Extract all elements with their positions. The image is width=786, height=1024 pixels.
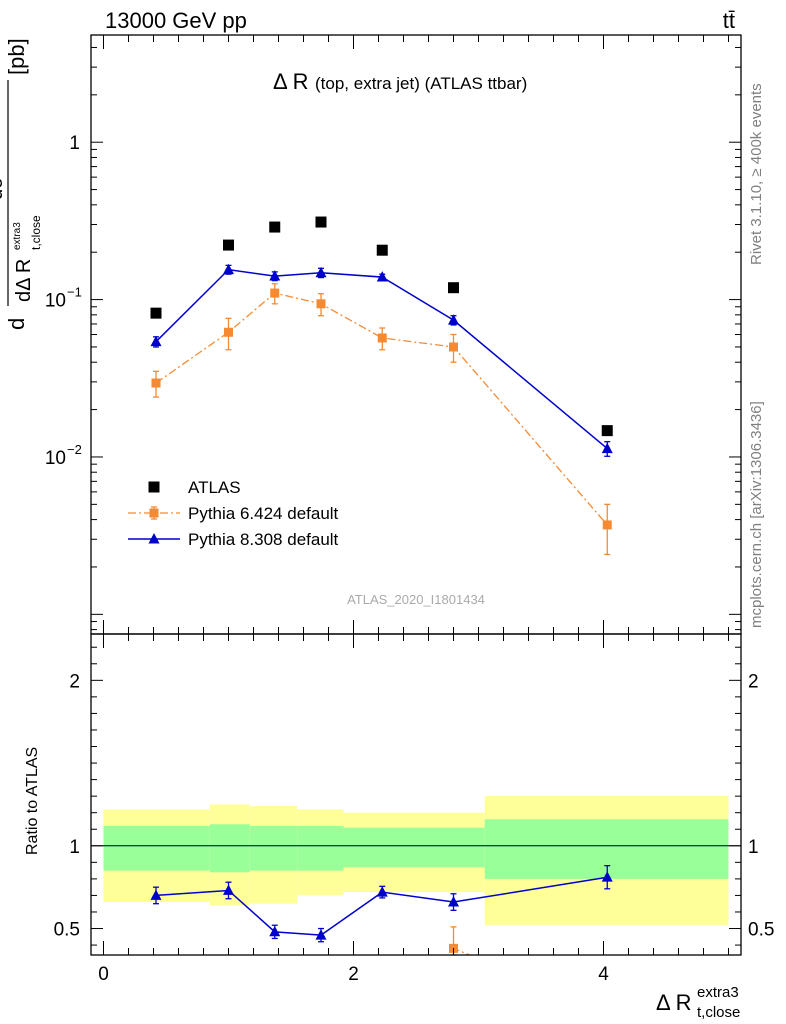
ratio-band-inner (343, 827, 485, 868)
pythia6-marker (316, 299, 326, 309)
ratio-ytick-label-right: 0.5 (748, 920, 774, 941)
ratio-ytick-label: 1 (69, 837, 80, 858)
pythia8-line (155, 268, 608, 450)
ratio-band-inner (249, 825, 298, 871)
ylabel-denominator: dΔ R (13, 259, 35, 302)
pythia8-marker (269, 270, 281, 281)
ratio-ytick-label: 0.5 (54, 920, 80, 941)
pythia8-ratio-marker (448, 896, 459, 907)
analysis-watermark: ATLAS_2020_I1801434 (347, 592, 485, 607)
ratio-plot-frame (90, 633, 742, 956)
xlabel-sub: t,close (697, 1004, 740, 1021)
ratio-ytick-label: 2 (69, 671, 80, 692)
main-ytick-exponent: −1 (67, 285, 82, 300)
pythia6-marker (224, 327, 233, 337)
ratio-ytick-label-right: 1 (748, 837, 759, 858)
ylabel-denominator-sub: t,close (29, 215, 43, 250)
ratio-band-inner (103, 825, 210, 871)
legend-label: ATLAS (188, 478, 241, 497)
pythia6-marker (270, 288, 280, 298)
atlas-marker (601, 425, 613, 437)
pythia8-marker (448, 314, 459, 325)
pythia8-marker (150, 335, 162, 347)
atlas-marker (223, 239, 234, 251)
atlas-marker (269, 221, 281, 233)
atlas-marker (448, 282, 459, 294)
legend-label: Pythia 8.308 default (188, 530, 339, 549)
legend-label: Pythia 6.424 default (188, 504, 339, 523)
ratio-ytick-label-right: 2 (748, 671, 759, 692)
ratio-band-inner (209, 824, 250, 873)
pythia6-ratio-line (453, 947, 470, 956)
mcplots-label: mcplots.cern.ch [arXiv:1306.3436] (748, 401, 765, 628)
pythia8-ratio-marker (223, 884, 234, 895)
legend: ATLAS Pythia 6.424 default Pythia 8.308 de… (128, 478, 339, 549)
ylabel-numerator: dσ (0, 176, 7, 200)
pythia6-marker (151, 378, 161, 388)
main-title-big: Δ R (273, 69, 308, 94)
pythia8-marker (315, 266, 327, 278)
main-ytick-label: 1 (69, 133, 80, 154)
ylabel-d: d (4, 318, 29, 330)
ratio-plot-data (150, 864, 613, 956)
pythia6-marker (602, 520, 612, 530)
pythia8-ratio-marker (150, 889, 162, 900)
ratio-uncertainty-bands (91, 796, 741, 926)
pythia8-marker (376, 271, 388, 282)
pythia8-ratio-marker (376, 886, 388, 897)
legend-atlas-marker (148, 481, 160, 493)
rivet-label: Rivet 3.1.10, ≥ 400k events (748, 83, 765, 265)
ratio-ylabel: Ratio to ATLAS (24, 747, 41, 855)
x-axis-label: Δ R extra3 t,close (656, 984, 740, 1021)
legend-pythia8-marker (148, 533, 160, 544)
ylabel-denominator-supsub: extra3 (12, 222, 23, 250)
pythia6-marker (377, 333, 387, 343)
legend-pythia6-marker (149, 508, 159, 518)
xtick-label: 4 (598, 964, 609, 985)
main-ytick-label: 10 (45, 291, 66, 312)
xlabel-main: Δ R (656, 990, 691, 1015)
atlas-marker (376, 244, 388, 256)
pythia8-ratio-marker (601, 871, 613, 882)
xtick-label: 0 (98, 964, 109, 985)
ratio-band-inner (297, 825, 344, 871)
main-ytick-label: 10 (45, 448, 66, 469)
header-right: tt̄ (723, 8, 735, 33)
pythia8-ratio-marker (315, 929, 327, 940)
header-left: 13000 GeV pp (105, 8, 247, 33)
pythia6-marker (449, 342, 458, 352)
main-plot-data (150, 216, 613, 556)
main-title-small: (top, extra jet) (ATLAS ttbar) (315, 74, 527, 93)
main-ytick-exponent: −2 (67, 442, 82, 457)
pythia8-marker (223, 263, 234, 275)
ylabel-unit: [pb] (4, 38, 29, 75)
atlas-marker (315, 216, 327, 228)
main-ylabel: d dΔ R t,close extra3 dσ fid [pb] (0, 38, 43, 330)
pythia8-marker (601, 442, 613, 454)
xtick-label: 2 (348, 964, 359, 985)
pythia8-ratio-marker (269, 925, 281, 937)
main-title: Δ R (top, extra jet) (ATLAS ttbar) (273, 69, 527, 94)
atlas-marker (150, 307, 162, 319)
axes: 110 −110 −22 21 10.5 0.50 2 4 (45, 34, 774, 985)
xlabel-sup: extra3 (697, 984, 739, 1001)
